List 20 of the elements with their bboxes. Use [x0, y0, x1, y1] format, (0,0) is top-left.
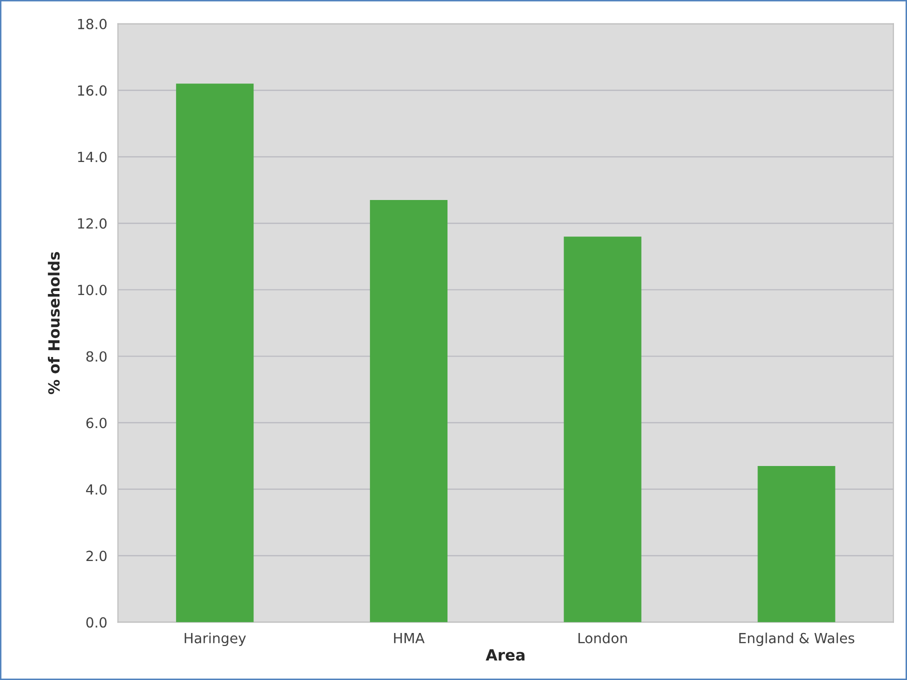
x-tick-label: England & Wales: [739, 632, 854, 646]
y-tick-label: 0.0: [86, 617, 107, 628]
bar: [564, 236, 642, 622]
y-tick-label: 10.0: [78, 284, 107, 296]
y-tick-label: 4.0: [86, 484, 107, 495]
x-tick-label: Haringey: [184, 632, 246, 646]
bar: [176, 84, 254, 622]
y-tick-label: 14.0: [78, 152, 107, 162]
x-axis-title: Area: [486, 649, 524, 661]
x-tick-label: HMA: [394, 633, 425, 644]
x-tick-label: London: [578, 632, 627, 644]
bar: [370, 200, 448, 622]
y-tick-label: 8.0: [86, 351, 107, 362]
y-tick-label: 12.0: [78, 218, 107, 229]
y-axis-title: % of Households: [48, 252, 60, 394]
y-tick-label: 6.0: [86, 418, 107, 428]
bar: [758, 466, 836, 622]
y-tick-label: 2.0: [86, 550, 107, 562]
y-tick-label: 16.0: [78, 85, 107, 96]
y-tick-label: 18.0: [78, 18, 107, 30]
